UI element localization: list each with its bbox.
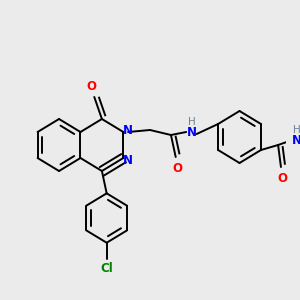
Text: N: N [123, 124, 133, 136]
Text: O: O [278, 172, 288, 185]
Text: Cl: Cl [100, 262, 113, 275]
Text: H: H [293, 125, 300, 135]
Text: O: O [86, 80, 96, 94]
Text: N: N [187, 125, 197, 139]
Text: O: O [172, 163, 183, 176]
Text: N: N [292, 134, 300, 146]
Text: N: N [123, 154, 133, 166]
Text: H: H [188, 117, 196, 127]
